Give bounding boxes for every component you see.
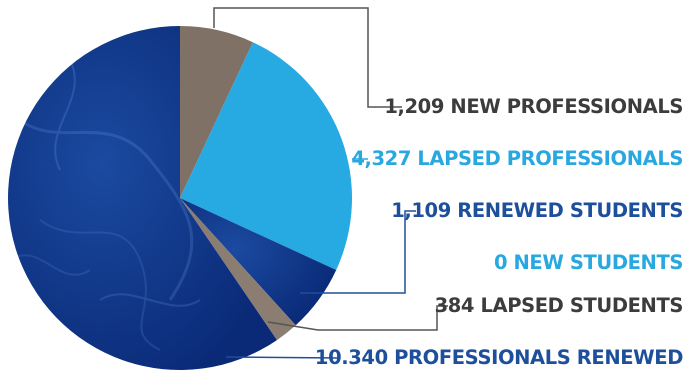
label-name: LAPSED STUDENTS	[480, 294, 683, 317]
label-name: NEW STUDENTS	[513, 251, 684, 274]
label-value: 0	[493, 251, 508, 274]
pie-slice-lapsed-students	[180, 198, 296, 341]
label-lapsed-students: 384 LAPSED STUDENTS	[434, 294, 684, 318]
label-value: 1,209	[384, 95, 445, 118]
label-value: 4,327	[351, 147, 411, 170]
label-name: RENEWED STUDENTS	[457, 199, 683, 222]
label-name: PROFESSIONALS RENEWED	[394, 346, 683, 369]
label-name: LAPSED PROFESSIONALS	[417, 147, 683, 170]
label-renewed-students: 1,109 RENEWED STUDENTS	[391, 199, 683, 223]
leader-line-professionals-renewed	[225, 356, 341, 359]
pie-slice-professionals-renewed	[8, 26, 277, 370]
label-value: 384	[434, 294, 475, 317]
label-new-students: 0 NEW STUDENTS	[494, 251, 683, 275]
label-lapsed-professionals: 4,327 LAPSED PROFESSIONALS	[351, 147, 683, 171]
label-new-professionals: 1,209 NEW PROFESSIONALS	[384, 95, 683, 119]
pie-slice-renewed-students	[180, 198, 337, 326]
marble-texture	[9, 59, 201, 351]
leader-line-lapsed-students	[267, 305, 448, 331]
pie-slice-lapsed-professionals	[180, 42, 353, 270]
pie-slice-new-professionals	[180, 26, 253, 198]
label-name: NEW PROFESSIONALS	[450, 95, 683, 118]
label-value: 1,109	[391, 199, 451, 222]
label-value: 10.340	[314, 346, 388, 369]
leader-line-new-professionals	[213, 7, 402, 108]
leader-line-renewed-students	[300, 210, 416, 294]
label-professionals-renewed: 10.340 PROFESSIONALS RENEWED	[315, 346, 683, 370]
